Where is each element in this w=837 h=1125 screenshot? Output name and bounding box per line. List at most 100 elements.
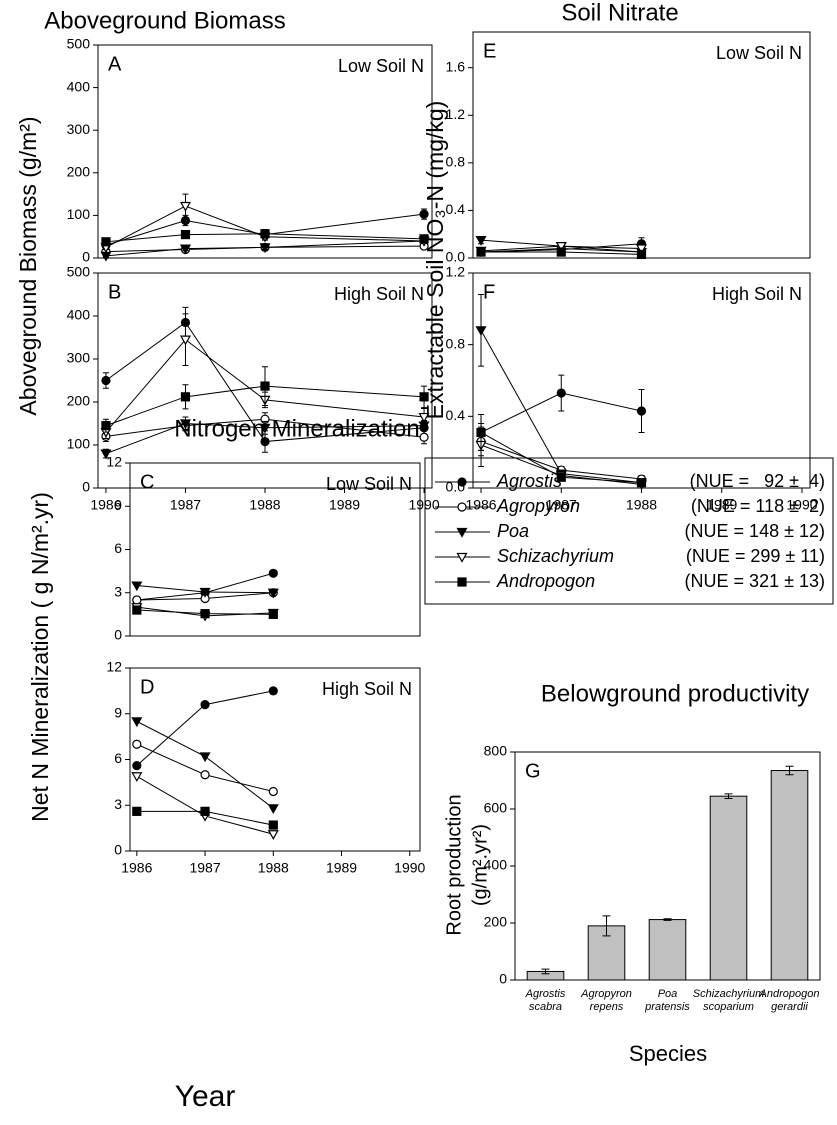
marker [556, 388, 566, 398]
panel-title: Nitrogen Mineralization [174, 415, 419, 442]
panel-annotation: High Soil N [322, 679, 412, 699]
marker [636, 406, 647, 416]
legend-nue: (NUE = 148 ± 12) [685, 521, 825, 541]
x-tick-label: 1989 [706, 497, 737, 513]
marker [268, 686, 278, 696]
legend-name: Andropogon [496, 571, 595, 591]
legend-marker [456, 527, 468, 538]
legend-box [424, 457, 834, 605]
x-tick-label: Schizachyrium [693, 988, 765, 1000]
legend-name: Agropyron [496, 496, 580, 516]
marker [556, 472, 566, 482]
error-bar [663, 918, 672, 921]
x-tick-label: 1990 [394, 860, 425, 876]
x-tick-label: 1989 [329, 497, 360, 513]
x-tick-label: 1986 [465, 497, 496, 513]
marker [260, 229, 270, 239]
panel-annotation: Low Soil N [716, 43, 802, 63]
marker [635, 244, 648, 255]
panel-letter: G [525, 760, 541, 782]
y-tick-label: 0.4 [446, 407, 466, 423]
legend-name: Schizachyrium [497, 546, 614, 566]
y-tick-label: 9 [114, 497, 122, 513]
marker [200, 699, 210, 710]
error-bar [541, 968, 550, 975]
marker [100, 251, 112, 262]
y-tick-label: 300 [67, 350, 91, 366]
series-line [105, 385, 425, 427]
panel-annotation: Low Soil N [326, 474, 412, 494]
x-tick-label: scabra [529, 1001, 562, 1013]
panel-title: Soil Nitrate [561, 0, 678, 26]
series-line [105, 240, 425, 257]
marker [180, 392, 191, 402]
y-axis-label: Root production [443, 794, 465, 935]
marker [260, 381, 270, 391]
legend-nue: (NUE = 92 ± 4) [690, 471, 825, 491]
legend-nue: (NUE = 118 ± 2) [691, 496, 825, 516]
y-axis-label: Aboveground Biomass (g/m²) [15, 116, 41, 415]
panel-annotation: High Soil N [712, 284, 802, 304]
marker [101, 237, 111, 247]
y-tick-label: 200 [67, 393, 91, 409]
bar [648, 919, 687, 981]
x-axis-label: Species [629, 1041, 707, 1066]
marker [180, 229, 191, 240]
marker [259, 423, 271, 434]
marker [179, 335, 192, 346]
marker [260, 436, 270, 447]
marker [199, 587, 211, 598]
marker [418, 412, 430, 423]
y-tick-label: 3 [114, 796, 122, 812]
y-tick-label: 0.8 [446, 335, 466, 351]
y-tick-label: 0 [499, 971, 507, 987]
legend-name: Poa [497, 521, 529, 541]
marker [636, 478, 647, 488]
error-bar [602, 915, 611, 937]
x-tick-label: gerardii [771, 1001, 808, 1013]
x-tick-label: 1987 [170, 497, 201, 513]
x-tick-label: 1987 [189, 860, 220, 876]
y-tick-label: 0.0 [446, 249, 466, 265]
x-tick-label: 1990 [786, 497, 817, 513]
y-tick-label: 500 [67, 264, 91, 280]
panel-letter: C [140, 471, 154, 493]
marker [636, 249, 647, 260]
y-tick-label: 1.2 [446, 106, 466, 122]
marker [101, 421, 111, 431]
marker [268, 609, 278, 619]
error-bar [724, 793, 733, 799]
x-tick-label: Poa [658, 988, 678, 1000]
marker [200, 609, 210, 619]
marker [132, 760, 142, 771]
series-line [105, 418, 425, 438]
panel-title: Aboveground Biomass [44, 7, 285, 34]
plot-frame [472, 31, 811, 259]
marker [179, 201, 192, 212]
marker [200, 770, 210, 780]
x-tick-label: Agrostis [525, 988, 566, 1000]
marker [132, 806, 142, 816]
panel-title: Belowground productivity [541, 680, 809, 707]
marker [268, 820, 278, 830]
x-tick-label: repens [590, 1001, 624, 1013]
y-tick-label: 400 [67, 307, 91, 323]
panel-annotation: Low Soil N [338, 56, 424, 76]
marker [131, 581, 143, 592]
legend-marker [457, 477, 467, 487]
y-axis-label: Net N Mineralization ( g N/m².yr) [27, 492, 53, 822]
marker [556, 247, 566, 257]
legend-marker [456, 552, 468, 563]
marker [132, 595, 142, 605]
marker [476, 247, 486, 257]
series-line [136, 720, 274, 809]
marker [132, 605, 142, 615]
panel-letter: E [483, 40, 496, 62]
x-tick-label: 1989 [326, 860, 357, 876]
panel-letter: D [140, 676, 154, 698]
series-line [105, 338, 425, 433]
x-tick-label: 1986 [90, 497, 121, 513]
y-tick-label: 400 [67, 78, 91, 94]
marker [419, 209, 429, 219]
